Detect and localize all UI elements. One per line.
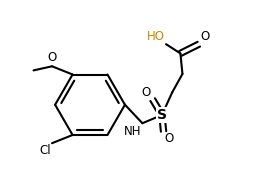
Text: Cl: Cl bbox=[39, 144, 51, 157]
Text: O: O bbox=[47, 51, 57, 64]
Text: S: S bbox=[157, 108, 167, 122]
Text: HO: HO bbox=[147, 30, 165, 43]
Text: O: O bbox=[200, 30, 210, 43]
Text: NH: NH bbox=[124, 125, 141, 138]
Text: O: O bbox=[142, 86, 151, 99]
Text: O: O bbox=[165, 133, 174, 146]
